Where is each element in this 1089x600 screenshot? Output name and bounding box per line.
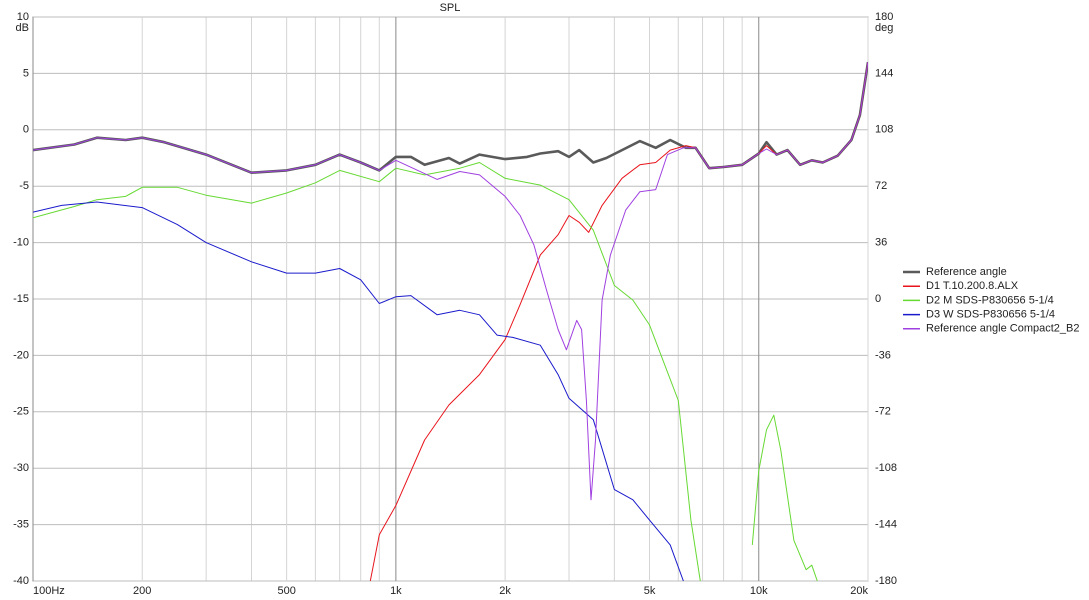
y2-tick-label: -108 <box>875 462 897 474</box>
y-tick-label: -10 <box>13 237 29 249</box>
plot-lines <box>33 61 868 581</box>
legend-label: D1 T.10.200.8.ALX <box>926 280 1019 292</box>
x-tick-label: 100Hz <box>33 585 65 597</box>
x-tick-label: 20k <box>850 585 868 597</box>
y2-tick-label: -72 <box>875 406 891 418</box>
y-tick-label: -25 <box>13 406 29 418</box>
y2-tick-label: 144 <box>875 67 893 79</box>
y2-axis-unit: deg <box>875 22 893 34</box>
y-tick-label: -5 <box>19 180 29 192</box>
y-tick-label: -30 <box>13 462 29 474</box>
y-axis-unit: dB <box>16 22 29 34</box>
x-tick-label: 10k <box>750 585 768 597</box>
x-tick-label: 200 <box>133 585 151 597</box>
y2-tick-label: -36 <box>875 349 891 361</box>
legend-label: D2 M SDS-P830656 5-1/4 <box>926 294 1054 306</box>
x-tick-label: 500 <box>277 585 295 597</box>
y2-tick-label: 180 <box>875 11 893 23</box>
y2-tick-label: -180 <box>875 575 897 587</box>
y-tick-label: 10 <box>17 11 29 23</box>
series-line <box>33 62 868 501</box>
y2-tick-label: -144 <box>875 519 897 531</box>
x-tick-label: 2k <box>499 585 511 597</box>
y-tick-label: -20 <box>13 349 29 361</box>
x-tick-label: 1k <box>390 585 402 597</box>
y-tick-label: -35 <box>13 519 29 531</box>
legend-label: D3 W SDS-P830656 5-1/4 <box>926 309 1055 321</box>
legend-label: Reference angle Compact2_B2 <box>926 323 1079 335</box>
y2-tick-label: 72 <box>875 180 887 192</box>
y-tick-label: -40 <box>13 575 29 587</box>
y-tick-label: -15 <box>13 293 29 305</box>
y-tick-label: 0 <box>23 124 29 136</box>
grid <box>32 16 869 582</box>
y2-tick-label: 0 <box>875 293 881 305</box>
series-line <box>33 201 684 581</box>
legend-label: Reference angle <box>926 266 1007 278</box>
chart-title: SPL <box>440 2 461 14</box>
x-tick-label: 5k <box>644 585 656 597</box>
legend: Reference angle D1 T.10.200.8.ALX D2 M SDS… <box>903 266 1079 335</box>
y2-tick-label: 36 <box>875 237 887 249</box>
series-line <box>33 162 818 581</box>
y2-tick-label: 108 <box>875 124 893 136</box>
y-tick-label: 5 <box>23 67 29 79</box>
